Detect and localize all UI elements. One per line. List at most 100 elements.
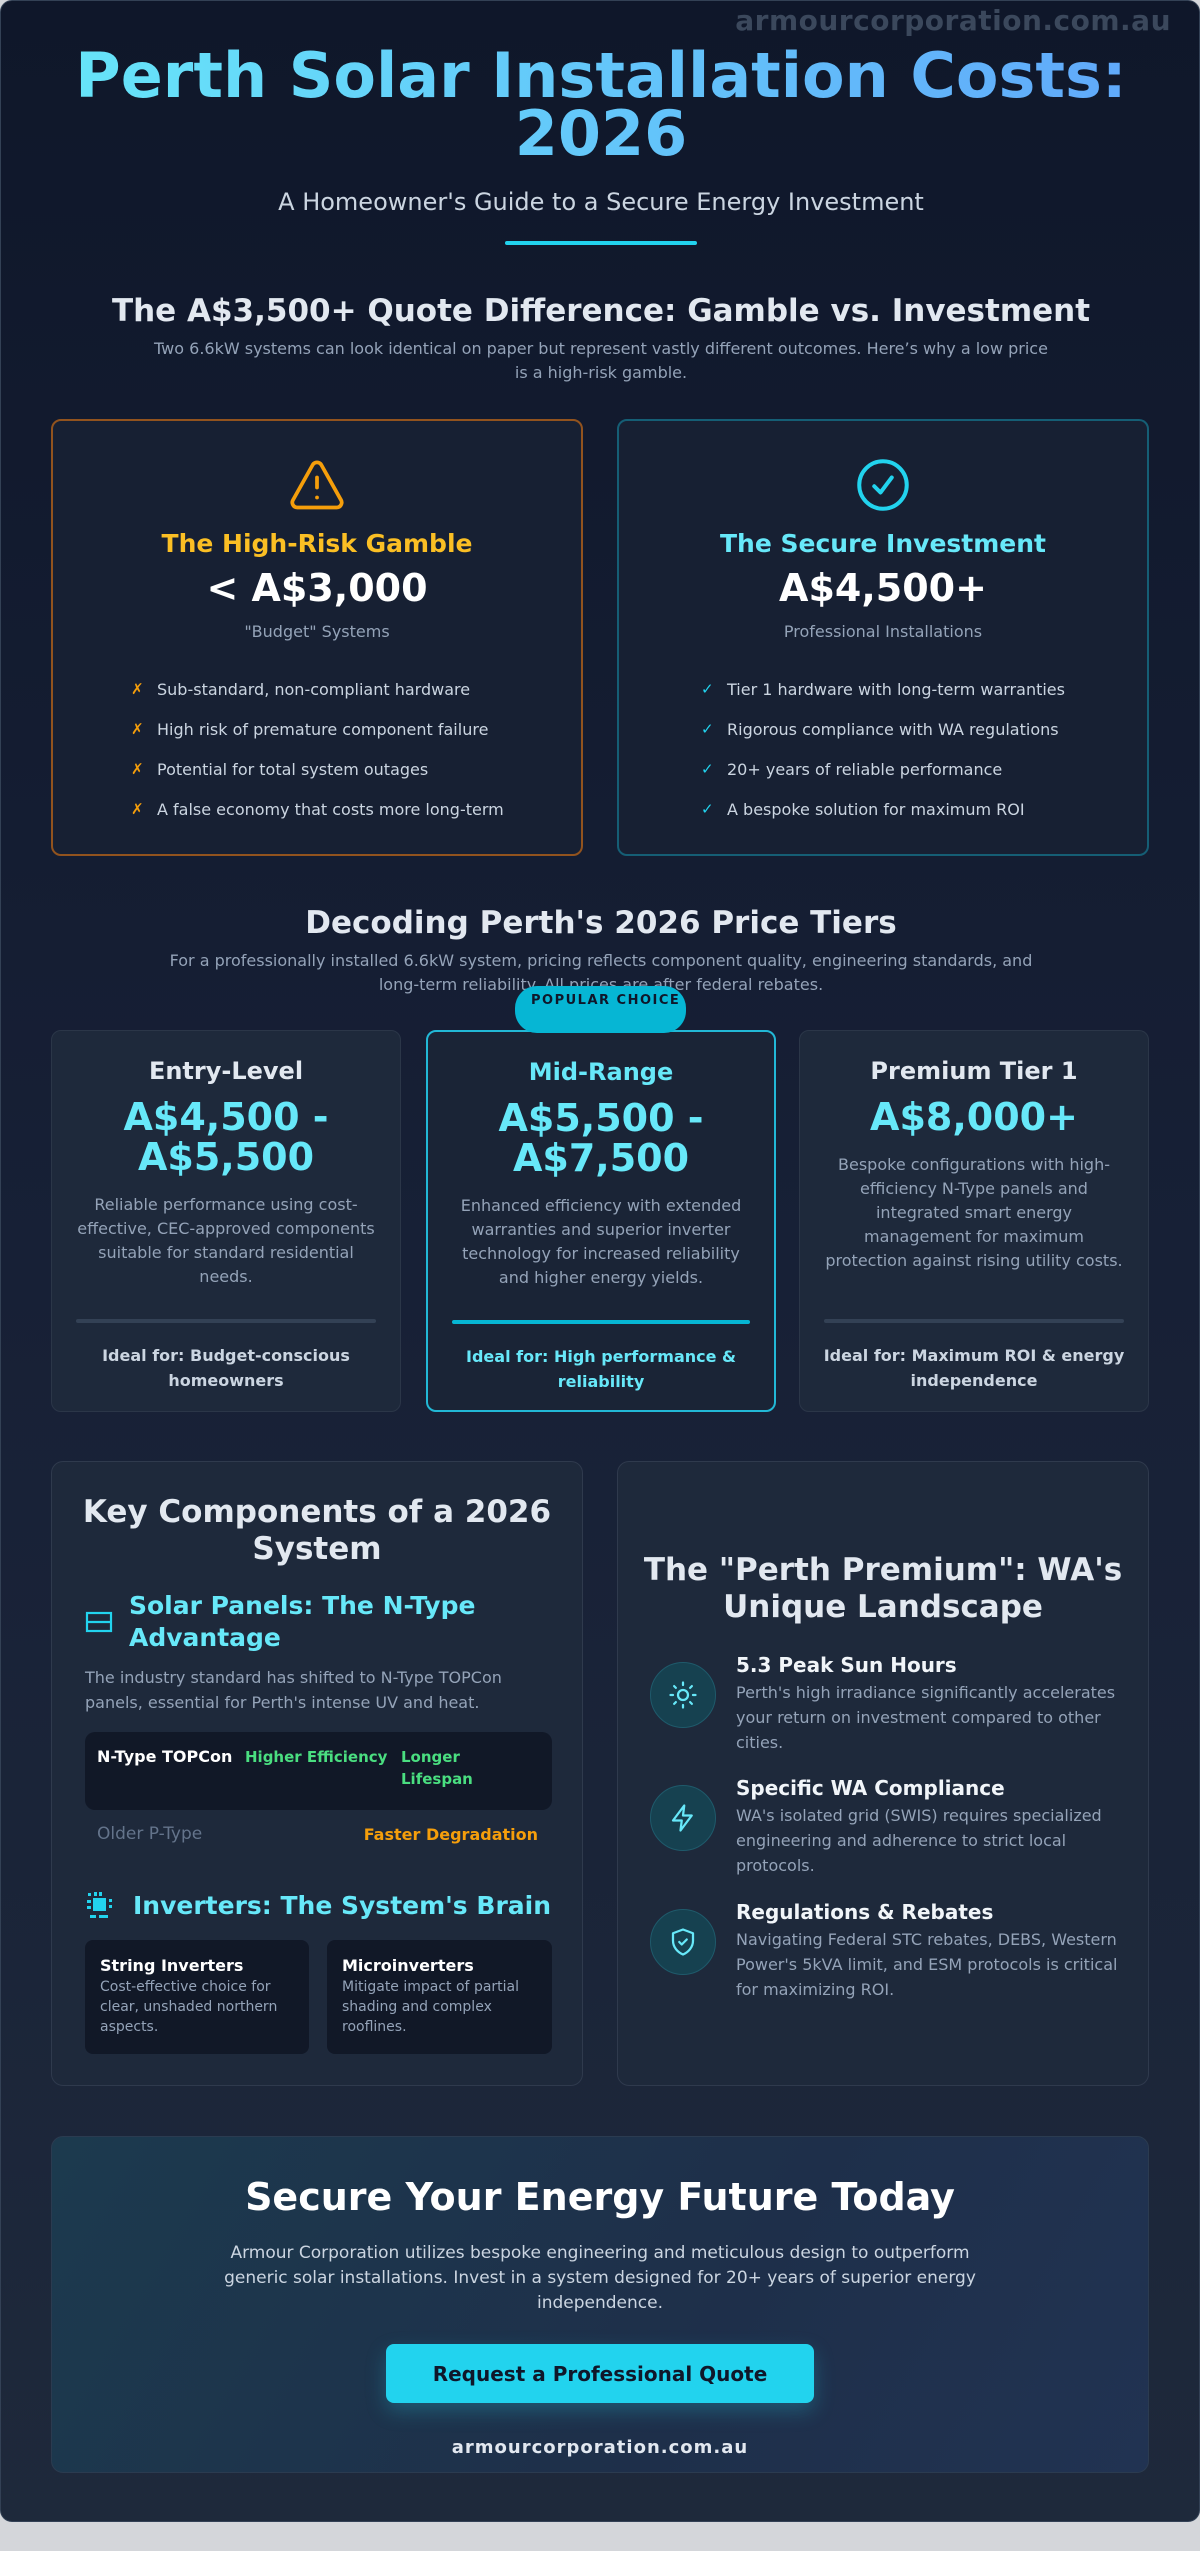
ptype-name: Older P-Type [97, 1824, 203, 1844]
secure-price: A$4,500+ [779, 566, 987, 610]
list-item: ✓ Tier 1 hardware with long-term warranti… [701, 669, 1147, 709]
list-item-text: Tier 1 hardware with long-term warrantie… [727, 679, 1065, 699]
list-item: ✓ Rigorous compliance with WA regulations [701, 709, 1147, 749]
components-heading: Key Components of a 2026 System [82, 1494, 552, 1567]
gamble-price: < A$3,000 [206, 566, 428, 610]
list-item-text: 20+ years of reliable performance [727, 759, 1003, 779]
tier-name: Premium Tier 1 [870, 1057, 1078, 1085]
cta-text: Armour Corporation utilizes bespoke engi… [224, 2243, 976, 2313]
tier-name: Entry-Level [148, 1057, 304, 1085]
request-quote-button[interactable]: Request a Professional Quote [386, 2344, 814, 2403]
tier-price: A$8,000+ [870, 1095, 1078, 1139]
watermark: armourcorporation.com.au [735, 4, 1171, 37]
cross-icon: ✗ [131, 800, 144, 818]
tier-card-entry: Entry-Level A$4,500 - A$5,500 Reliable p… [51, 1030, 401, 1412]
page-title: Perth Solar Installation Costs: 2026 [1, 45, 1199, 165]
list-item: ✓ 20+ years of reliable performance [701, 749, 1147, 789]
tier-ideal: Ideal for: High performance & reliabilit… [466, 1347, 736, 1391]
tier-description: Reliable performance using cost-effectiv… [77, 1195, 375, 1286]
shield-check-icon [650, 1909, 716, 1975]
list-item: ✗ A false economy that costs more long-te… [131, 789, 581, 829]
check-circle-icon [853, 455, 913, 515]
tier-price: A$4,500 - A$5,500 [123, 1095, 329, 1179]
inverter-name: String Inverters [100, 1956, 244, 1975]
list-item-text: A false economy that costs more long-ter… [157, 799, 504, 819]
premium-item-text: Perth's high irradiance significantly ac… [736, 1683, 1116, 1752]
tier-divider [824, 1319, 1124, 1323]
lightning-icon [650, 1785, 716, 1851]
list-item-text: Rigorous compliance with WA regulations [727, 719, 1059, 739]
solar-panels-heading: Solar Panels: The N-Type Advantage [85, 1590, 545, 1654]
cta-section: Secure Your Energy Future Today Armour C… [51, 2136, 1149, 2473]
tier-description: Bespoke configurations with high-efficie… [825, 1155, 1123, 1270]
secure-card: The Secure Investment A$4,500+ Professio… [617, 419, 1149, 856]
popular-choice-badge: POPULAR CHOICE [515, 986, 686, 1033]
solar-panel-icon [85, 1611, 113, 1633]
inverter-card-micro: Microinverters Mitigate impact of partia… [327, 1940, 552, 2054]
tiers-heading: Decoding Perth's 2026 Price Tiers [305, 905, 897, 941]
inverter-chip-icon [87, 1892, 112, 1918]
title-divider [505, 241, 697, 245]
website-link[interactable]: armourcorporation.com.au [451, 2437, 749, 2458]
warning-triangle-icon [287, 455, 347, 515]
list-item: ✓ A bespoke solution for maximum ROI [701, 789, 1147, 829]
ptype-drawback: Faster Degradation [363, 1825, 538, 1844]
cta-title: Secure Your Energy Future Today [245, 2175, 955, 2219]
inverters-title: Inverters: The System's Brain [133, 1891, 552, 1920]
tier-description: Enhanced efficiency with extended warran… [460, 1196, 742, 1287]
check-icon: ✓ [701, 800, 714, 818]
check-icon: ✓ [701, 720, 714, 738]
tier-ideal: Ideal for: Budget-conscious homeowners [102, 1346, 350, 1390]
secure-subtitle: Professional Installations [783, 622, 983, 641]
ntype-name: N-Type TOPCon [97, 1747, 233, 1766]
tier-name: Mid-Range [528, 1058, 674, 1086]
list-item: ✗ Sub-standard, non-compliant hardware [131, 669, 581, 709]
inverter-text: Cost-effective choice for clear, unshade… [100, 1979, 278, 2035]
list-item-text: A bespoke solution for maximum ROI [727, 799, 1025, 819]
list-item: ✗ High risk of premature component failur… [131, 709, 581, 749]
premium-heading: The "Perth Premium": WA's Unique Landsca… [643, 1552, 1123, 1625]
tier-ideal: Ideal for: Maximum ROI & energy independ… [823, 1346, 1125, 1390]
tier-divider [76, 1319, 376, 1323]
gamble-list: ✗ Sub-standard, non-compliant hardware ✗ H… [131, 669, 581, 829]
inverter-card-string: String Inverters Cost-effective choice f… [85, 1940, 309, 2054]
gamble-card: The High-Risk Gamble < A$3,000 "Budget" … [51, 419, 583, 856]
list-item-text: High risk of premature component failure [157, 719, 489, 739]
comparison-lead: Two 6.6kW systems can look identical on … [154, 339, 1048, 382]
secure-list: ✓ Tier 1 hardware with long-term warranti… [701, 669, 1147, 829]
premium-item-title: Regulations & Rebates [736, 1900, 994, 1924]
secure-title: The Secure Investment [719, 529, 1046, 558]
sun-icon [650, 1662, 716, 1728]
inverter-name: Microinverters [342, 1956, 474, 1975]
solar-panels-title: Solar Panels: The N-Type Advantage [129, 1591, 476, 1652]
check-icon: ✓ [701, 680, 714, 698]
premium-item-text: WA's isolated grid (SWIS) requires speci… [736, 1806, 1102, 1875]
cross-icon: ✗ [131, 760, 144, 778]
inverter-text: Mitigate impact of partial shading and c… [342, 1979, 520, 2035]
inverters-heading: Inverters: The System's Brain [85, 1890, 565, 1922]
tier-price: A$5,500 - A$7,500 [498, 1096, 704, 1180]
tiers-lead: For a professionally installed 6.6kW sys… [169, 951, 1033, 994]
cross-icon: ✗ [131, 680, 144, 698]
components-card: Key Components of a 2026 System Solar Pa… [51, 1461, 583, 2086]
list-item-text: Potential for total system outages [157, 759, 429, 779]
ntype-benefit-lifespan: Longer Lifespan [401, 1748, 473, 1788]
check-icon: ✓ [701, 760, 714, 778]
premium-item-title: Specific WA Compliance [736, 1776, 1005, 1800]
tier-card-mid: Mid-Range A$5,500 - A$7,500 Enhanced eff… [426, 1030, 776, 1412]
perth-premium-card: The "Perth Premium": WA's Unique Landsca… [617, 1461, 1149, 2086]
gamble-title: The High-Risk Gamble [161, 529, 473, 558]
comparison-heading: The A$3,500+ Quote Difference: Gamble vs… [111, 293, 1091, 329]
premium-item-compliance: Specific WA Compliance WA's isolated grid… [650, 1775, 1130, 1878]
ntype-benefit-efficiency: Higher Efficiency [245, 1748, 388, 1766]
solar-panels-text: The industry standard has shifted to N-T… [85, 1668, 502, 1712]
cross-icon: ✗ [131, 720, 144, 738]
tier-divider [452, 1320, 750, 1324]
ntype-row: N-Type TOPCon Higher Efficiency Longer L… [85, 1732, 552, 1810]
premium-item-title: 5.3 Peak Sun Hours [736, 1653, 957, 1677]
list-item-text: Sub-standard, non-compliant hardware [157, 679, 471, 699]
list-item: ✗ Potential for total system outages [131, 749, 581, 789]
gamble-subtitle: "Budget" Systems [244, 622, 390, 641]
tier-card-premium: Premium Tier 1 A$8,000+ Bespoke configur… [799, 1030, 1149, 1412]
